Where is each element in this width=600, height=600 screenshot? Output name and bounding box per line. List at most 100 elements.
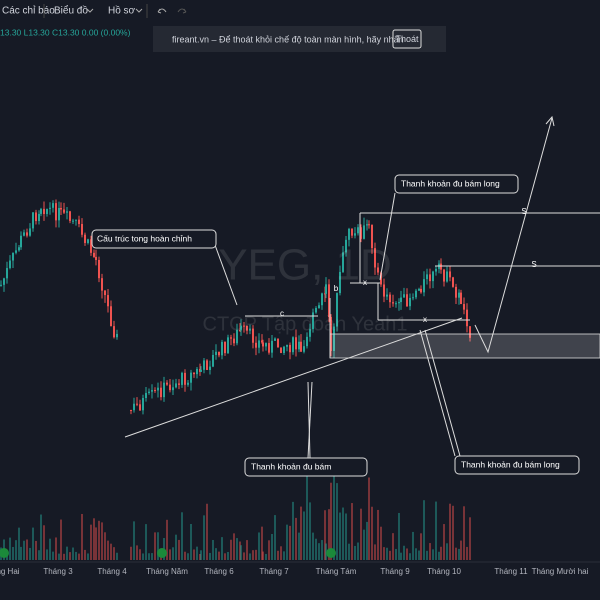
candle-body: [262, 342, 264, 347]
toolbar-item[interactable]: Các chỉ báo: [2, 5, 55, 17]
volume-bar: [333, 474, 335, 560]
candle-body: [193, 372, 195, 375]
volume-bar: [200, 550, 202, 560]
candle-body: [466, 309, 468, 327]
volume-bar: [101, 522, 103, 560]
volume-bar: [58, 553, 60, 560]
candle-body: [371, 224, 373, 249]
candle-body: [35, 212, 37, 222]
volume-bar: [374, 544, 376, 560]
candle-body: [377, 267, 379, 273]
volume-bar: [289, 525, 291, 560]
candle-body: [66, 211, 68, 213]
volume-bar: [415, 548, 417, 560]
candle-body: [148, 391, 150, 393]
candle-body: [280, 347, 282, 353]
redo-icon[interactable]: [177, 8, 187, 14]
candle-body: [435, 268, 437, 272]
volume-bar: [145, 524, 147, 560]
candle-body: [463, 304, 465, 310]
candle-body: [104, 290, 106, 296]
candle-body: [265, 343, 267, 347]
volume-bar: [66, 546, 68, 560]
candle-body: [426, 274, 428, 280]
notice-text: fireant.vn – Để thoát khỏi chế độ toàn m…: [172, 34, 404, 44]
candle-body: [12, 252, 14, 261]
candle-body: [212, 354, 214, 367]
candle-body: [203, 360, 205, 370]
undo-icon[interactable]: [157, 8, 167, 14]
x-tick-label: Tháng Mười hai: [532, 567, 589, 576]
candle-body: [406, 294, 408, 307]
candle-body: [443, 269, 445, 282]
candle-body: [230, 337, 232, 339]
candle-body: [169, 384, 171, 391]
volume-bar: [351, 503, 353, 560]
volume-bar: [371, 506, 373, 560]
toolbar-item[interactable]: Hồ sơ: [108, 5, 136, 17]
candle-body: [252, 328, 254, 343]
volume-bar: [87, 553, 89, 560]
volume-bar: [443, 524, 445, 560]
volume-bar: [209, 552, 211, 560]
volume-bar: [357, 542, 359, 560]
volume-bar: [252, 550, 254, 560]
exit-button-label[interactable]: Thoát: [395, 34, 419, 44]
zone-box: [329, 333, 600, 359]
volume-bar: [360, 508, 362, 560]
candle-body: [283, 346, 285, 353]
candle-body: [184, 372, 186, 385]
volume-bar: [249, 553, 251, 560]
volume-bar: [15, 540, 17, 560]
candle-body: [277, 338, 279, 348]
candle-body: [312, 312, 314, 330]
candle-body: [26, 232, 28, 236]
candle-body: [415, 290, 417, 298]
volume-bar: [95, 527, 97, 560]
candle-body: [455, 286, 457, 298]
marker: b: [334, 284, 339, 293]
volume-bar: [18, 527, 20, 560]
volume-bar: [107, 540, 109, 560]
volume-bar: [116, 552, 118, 560]
volume-bar: [55, 537, 57, 560]
candle-body: [206, 360, 208, 370]
exit-button[interactable]: [392, 29, 422, 49]
x-tick-label: ng Hai: [0, 567, 20, 576]
marker: S: [531, 260, 536, 269]
marker: c: [280, 309, 284, 318]
candle-body: [6, 268, 8, 279]
volume-bar: [218, 551, 220, 560]
volume-bar: [203, 515, 205, 560]
candle-body: [366, 224, 368, 226]
volume-bar: [187, 553, 189, 560]
callout-text: Thanh khoản đu bám: [251, 461, 331, 471]
volume-bar: [175, 534, 177, 560]
candle-body: [363, 225, 365, 239]
callout-box: [91, 229, 217, 249]
callout-line: [424, 329, 461, 457]
candle-body: [145, 392, 147, 399]
volume-bar: [354, 545, 356, 560]
ohlc-readout: 13.30 L13.30 C13.30 0.00 (0.00%): [0, 27, 131, 37]
candle-body: [9, 260, 11, 269]
candle-body: [87, 239, 89, 243]
toolbar-item[interactable]: Biểu đồ: [54, 5, 88, 17]
volume-bar: [309, 502, 311, 560]
callout-box: [394, 174, 519, 194]
volume-bar: [315, 538, 317, 560]
candle-body: [75, 219, 77, 221]
volume-bar: [110, 543, 112, 560]
volume-bar: [246, 540, 248, 560]
volume-bar: [330, 482, 332, 560]
candle-body: [357, 227, 359, 234]
volume-bar: [243, 552, 245, 560]
volume-bar: [348, 543, 350, 560]
callout-line: [419, 329, 456, 457]
candle-body: [227, 337, 229, 354]
volume-bar: [190, 523, 192, 560]
candle-body: [409, 297, 411, 307]
candle-body: [154, 390, 156, 392]
